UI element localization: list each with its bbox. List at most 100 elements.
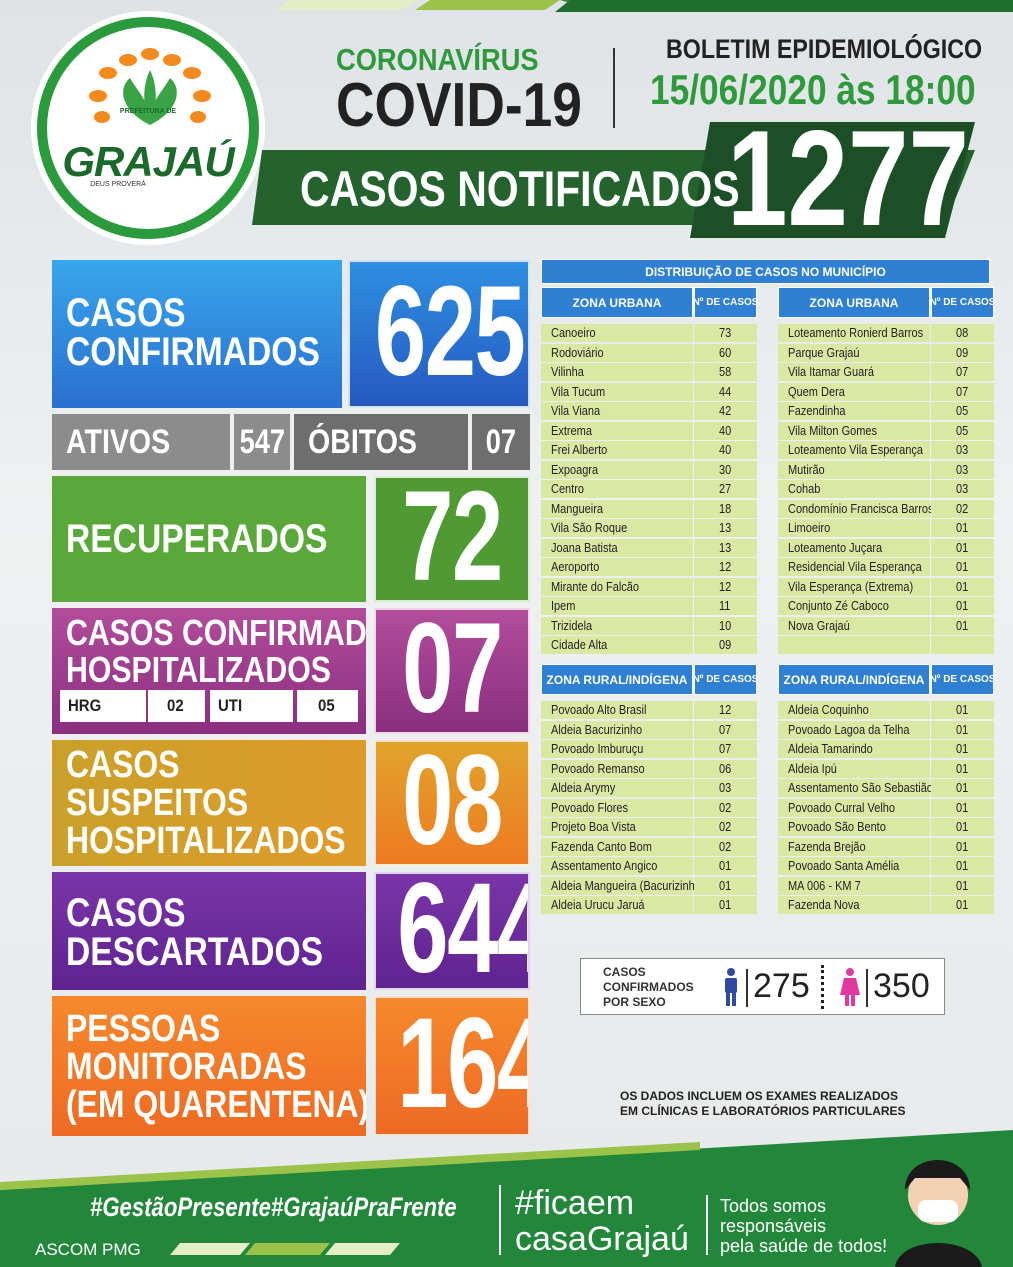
breakdown-label-text: UTI xyxy=(218,696,243,715)
table-name-text: Povoado São Bento xyxy=(788,820,886,834)
table-name-text: Aldeia Urucu Jaruá xyxy=(551,898,645,912)
table-header: Nº DE CASOS xyxy=(693,287,758,318)
table-name-text: Vila Tucum xyxy=(551,384,606,399)
table-name: Nova Grajaú xyxy=(778,616,930,635)
breakdown-value-text: 05 xyxy=(318,696,335,715)
message-line: responsáveis xyxy=(720,1216,827,1236)
table-name: Vila Viana xyxy=(541,402,693,420)
table-name: Projeto Boa Vista xyxy=(541,818,693,836)
monitored-value: 1641 xyxy=(397,996,528,1135)
deaths-value-text: 07 xyxy=(485,423,517,461)
table-count: 40 xyxy=(694,421,757,440)
suspected-label: CASOS SUSPEITOS HOSPITALIZADOS xyxy=(66,746,346,860)
table-count-text: 01 xyxy=(955,703,968,717)
table-name-text: Cidade Alta xyxy=(551,638,608,652)
table-name: Limoeiro xyxy=(778,519,930,537)
table-name: Ipem xyxy=(541,597,693,615)
table-count: 27 xyxy=(694,480,757,498)
note-line: EM CLÍNICAS E LABORATÓRIOS PARTICULARES xyxy=(620,1104,906,1118)
table-count-text: 01 xyxy=(955,761,968,776)
table-count-text: 13 xyxy=(718,540,731,555)
table-name: Vila Milton Gomes xyxy=(778,421,930,440)
table-count: 01 xyxy=(931,720,994,739)
table-count-text: 60 xyxy=(718,345,731,360)
table-count: 01 xyxy=(931,538,994,557)
table-count-text: 07 xyxy=(718,722,731,737)
distribution-title: DISTRIBUIÇÃO DE CASOS NO MUNICÍPIO xyxy=(541,259,990,284)
table-name: Aldeia Urucu Jaruá xyxy=(541,896,693,914)
table-count: 01 xyxy=(931,818,994,836)
table-count-text: 30 xyxy=(718,462,731,477)
table-count-text: 03 xyxy=(955,462,968,477)
table-count-text: 27 xyxy=(718,482,731,496)
table-count-text: 01 xyxy=(955,521,968,535)
table-count: 01 xyxy=(931,857,994,875)
table-name-text: Fazenda Nova xyxy=(788,898,860,912)
table-count-text: 01 xyxy=(955,859,968,873)
table-name-text: Mirante do Falcão xyxy=(551,579,640,594)
table-name: Povoado Flores xyxy=(541,798,693,817)
table-name-text: Vila Milton Gomes xyxy=(788,423,878,438)
table-name: Extrema xyxy=(541,421,693,440)
table-name-text: Povoado Santa Amélia xyxy=(788,859,900,873)
table-name: Aldeia Bacurizinho xyxy=(541,720,693,739)
table-count-text: 01 xyxy=(955,722,968,737)
table-name-text: Nova Grajaú xyxy=(788,618,850,633)
table-name: Vila São Roque xyxy=(541,519,693,537)
confirmed-value-box: 625 xyxy=(348,260,530,408)
table-count: 73 xyxy=(694,324,757,342)
recovered-value-box: 72 xyxy=(374,476,530,602)
table-name-text: Povoado Curral Velho xyxy=(788,800,896,815)
table-count-text: 01 xyxy=(955,599,968,613)
label-line: CASOS xyxy=(66,891,186,935)
table-name-text: Parque Grajaú xyxy=(788,345,860,360)
table-name: Povoado Alto Brasil xyxy=(541,701,693,719)
table-name: Povoado Curral Velho xyxy=(778,798,930,817)
confirmed-label: CASOS CONFIRMADOS xyxy=(66,293,320,372)
table-name-text: Canoeiro xyxy=(551,326,596,340)
confirmed-value: 625 xyxy=(374,260,526,403)
table-count: 02 xyxy=(694,837,757,856)
table-name-text: Loteamento Juçara xyxy=(788,540,883,555)
table-count-text: 03 xyxy=(718,781,731,795)
male-icon xyxy=(725,968,737,1006)
table-count: 01 xyxy=(931,798,994,817)
table-count-text: 02 xyxy=(955,501,968,516)
table-count-text: 01 xyxy=(955,579,968,594)
divider xyxy=(746,969,748,1007)
active-value-text: 547 xyxy=(239,423,286,461)
table-count: 58 xyxy=(694,363,757,381)
table-count: 12 xyxy=(694,701,757,719)
table-name: Mangueira xyxy=(541,499,693,518)
table-header-text: ZONA RURAL/INDÍGENA xyxy=(546,672,688,687)
table-count: 01 xyxy=(931,577,994,596)
table-name-text: Conjunto Zé Caboco xyxy=(788,599,889,613)
table-count-text: 01 xyxy=(718,878,731,893)
table-name: Aldeia Mangueira (Bacurizinho) xyxy=(541,876,704,895)
table-count: 03 xyxy=(931,480,994,498)
table-count-text: 01 xyxy=(955,540,968,555)
sex-label: CASOS CONFIRMADOS POR SEXO xyxy=(603,965,694,1010)
table-name: Mutirão xyxy=(778,460,930,479)
table-count: 09 xyxy=(694,636,757,654)
table-name-text: Projeto Boa Vista xyxy=(551,820,636,834)
table-name: Fazendinha xyxy=(778,402,930,420)
table-name: Fazenda Nova xyxy=(778,896,930,914)
table-name: Mirante do Falcão xyxy=(541,577,693,596)
table-count-text: 09 xyxy=(955,345,968,360)
table-header-text: Nº DE CASOS xyxy=(929,673,996,685)
deaths-value: 07 xyxy=(472,414,530,470)
table-count-text: 18 xyxy=(718,501,731,516)
table-header: ZONA RURAL/INDÍGENA xyxy=(541,664,693,695)
discarded-label: CASOS DESCARTADOS xyxy=(66,891,323,972)
table-name: Residencial Vila Esperança xyxy=(778,558,930,576)
table-name-text: Aldeia Tamarindo xyxy=(788,742,873,756)
divider xyxy=(821,965,824,1009)
table-name: Aldeia Arymy xyxy=(541,779,693,797)
table-name-text: Loteamento Ronierd Barros xyxy=(788,326,924,340)
table-count: 01 xyxy=(931,779,994,797)
table-count-text: 12 xyxy=(718,560,731,574)
active-label: ATIVOS xyxy=(66,423,171,461)
table-count-text: 40 xyxy=(718,423,731,438)
